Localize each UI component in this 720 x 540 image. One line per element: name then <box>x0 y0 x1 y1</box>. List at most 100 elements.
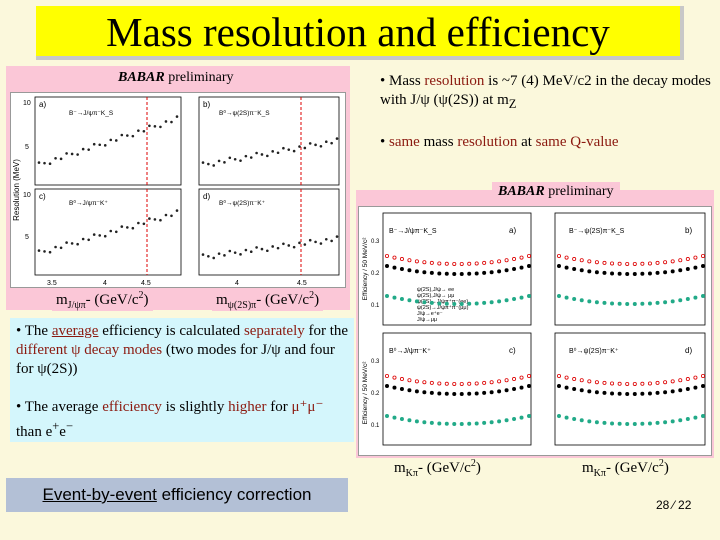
efficiency-point <box>693 375 698 380</box>
resolution-point <box>324 237 328 241</box>
efficiency-point <box>399 267 404 272</box>
efficiency-point <box>663 380 668 385</box>
resolution-point <box>120 133 124 137</box>
eff-panel-label-c: B⁰→J/ψπ⁻K⁺ <box>389 347 431 355</box>
efficiency-point <box>579 388 584 393</box>
efficiency-point <box>407 418 412 423</box>
eff-ytick-02-bottom: 0.2 <box>371 391 380 397</box>
efficiency-point <box>602 390 607 395</box>
efficiency-point <box>655 270 660 275</box>
efficiency-point <box>579 378 584 383</box>
legend-entry-5: J/ψ→e⁺e⁻ <box>417 310 443 317</box>
efficiency-point <box>497 389 502 394</box>
efficiency-point <box>474 301 479 306</box>
efficiency-point <box>399 377 404 382</box>
resolution-point <box>298 145 301 148</box>
efficiency-point <box>700 294 705 299</box>
eff-panel-label-a: B⁻→J/ψπ⁻K_S <box>389 228 437 235</box>
resolution-point <box>48 162 52 166</box>
efficiency-point <box>452 261 457 266</box>
resolution-point <box>217 252 221 255</box>
efficiency-point <box>655 380 660 385</box>
efficiency-point <box>392 295 397 300</box>
right-preliminary-label: BABAR preliminary <box>492 182 620 202</box>
eff-panel-tag-b: b) <box>685 226 692 235</box>
efficiency-point <box>414 299 419 304</box>
bullet-higher-efficiency: • The average efficiency is slightly hig… <box>16 399 324 440</box>
resolution-point <box>228 249 232 253</box>
efficiency-point <box>610 421 615 426</box>
efficiency-point <box>444 301 449 306</box>
efficiency-point <box>526 383 531 388</box>
resolution-point <box>335 137 339 140</box>
resolution-point <box>282 146 285 150</box>
efficiency-point <box>663 390 668 395</box>
res-panel-tag-a: a) <box>39 100 46 109</box>
efficiency-point <box>594 300 599 305</box>
resolution-point <box>153 125 157 128</box>
efficiency-point <box>422 300 427 305</box>
resolution-point <box>131 134 135 138</box>
bullet-mass-resolution: • Mass resolution is ~7 (4) MeV/c2 in th… <box>380 73 711 111</box>
efficiency-point <box>617 301 622 306</box>
efficiency-point <box>572 377 577 382</box>
efficiency-point <box>572 417 577 422</box>
eff-panel-tag-d: d) <box>685 346 692 355</box>
efficiency-point <box>504 298 509 303</box>
efficiency-point <box>655 420 660 425</box>
resolution-point <box>126 226 129 229</box>
efficiency-point <box>437 271 442 276</box>
efficiency-point <box>512 377 517 382</box>
efficiency-point <box>437 391 442 396</box>
efficiency-point <box>640 271 645 276</box>
efficiency-point <box>452 421 457 426</box>
efficiency-point <box>414 379 419 384</box>
resolution-point <box>92 142 96 146</box>
left-xlabel-psi2s: mψ(2S)π- (GeV/c2) <box>212 290 324 311</box>
left-preliminary-label: BABAR preliminary <box>112 68 240 88</box>
efficiency-point <box>556 373 561 378</box>
efficiency-point <box>519 265 524 270</box>
resolution-point <box>65 152 68 155</box>
resolution-point <box>212 256 216 260</box>
resolution-point <box>287 148 291 151</box>
efficiency-point <box>610 271 615 276</box>
efficiency-point <box>429 300 434 305</box>
resolution-point <box>201 253 205 256</box>
efficiency-point <box>526 294 531 299</box>
resolution-point <box>223 161 226 164</box>
bullet-average-efficiency: • The average efficiency is calculated s… <box>16 323 349 377</box>
efficiency-point <box>610 381 615 386</box>
efficiency-point <box>414 389 419 394</box>
resolution-point <box>142 222 146 226</box>
efficiency-point <box>414 259 419 264</box>
resolution-point <box>164 120 168 123</box>
efficiency-point <box>526 254 531 259</box>
resolution-point <box>87 148 90 151</box>
efficiency-point <box>625 391 630 396</box>
efficiency-point <box>467 421 472 426</box>
efficiency-point <box>693 385 698 390</box>
efficiency-point <box>579 418 584 423</box>
efficiency-point <box>504 268 509 273</box>
resolution-point <box>249 156 253 159</box>
resolution-point <box>266 154 269 158</box>
efficiency-point <box>429 420 434 425</box>
efficiency-point <box>407 268 412 273</box>
resolution-point <box>48 250 52 254</box>
resolution-point <box>170 120 173 124</box>
res-ytick-5-bottom: 5 <box>25 234 29 241</box>
efficiency-point <box>632 381 637 386</box>
efficiency-point <box>392 385 397 390</box>
efficiency-point <box>587 389 592 394</box>
efficiency-point <box>437 421 442 426</box>
efficiency-point <box>693 255 698 260</box>
efficiency-point <box>504 418 509 423</box>
resolution-point <box>76 242 79 246</box>
efficiency-point <box>594 260 599 265</box>
resolution-point <box>330 141 333 145</box>
efficiency-point <box>407 258 412 263</box>
efficiency-point <box>594 420 599 425</box>
resolution-point <box>76 153 79 156</box>
efficiency-point <box>625 301 630 306</box>
